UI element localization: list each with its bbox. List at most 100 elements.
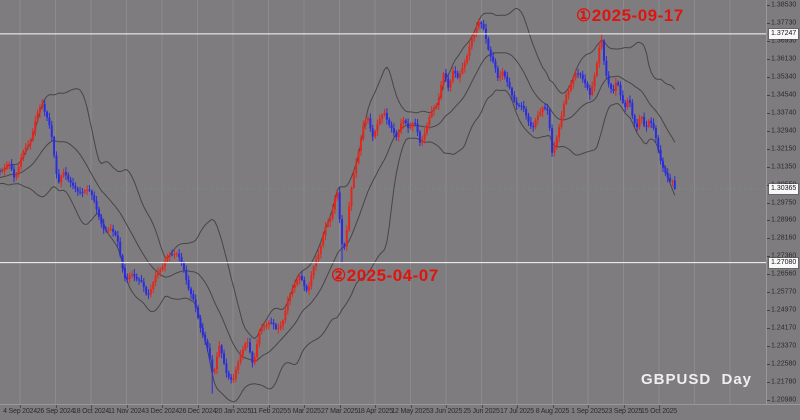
- candle: [496, 68, 499, 78]
- candle: [225, 363, 228, 373]
- candle: [643, 116, 646, 126]
- price-axis-label: 1.33740: [771, 109, 797, 117]
- candle: [17, 166, 20, 174]
- candle: [529, 121, 532, 126]
- candle: [546, 108, 549, 111]
- candle: [41, 103, 44, 107]
- candle: [50, 125, 53, 137]
- candle: [310, 275, 313, 287]
- candle: [518, 105, 521, 107]
- price-tick: [767, 274, 770, 276]
- date-axis-label: 3 Dec 2024: [145, 408, 179, 415]
- hline-price-tag-1: 1.37247: [769, 28, 799, 39]
- date-tick: [481, 405, 483, 408]
- candle: [461, 67, 464, 74]
- candle: [142, 281, 145, 288]
- date-axis-label: 26 Sep 2024: [36, 408, 75, 415]
- candle: [114, 231, 117, 236]
- candle: [60, 176, 63, 183]
- candle: [29, 140, 32, 145]
- candle: [376, 124, 379, 132]
- price-axis-label: 1.27360: [771, 252, 797, 260]
- price-axis[interactable]: 1.38530 1.37730 1.36930 1.36130 1.35340 1.345…: [766, 0, 800, 404]
- candle: [562, 103, 565, 117]
- candle: [466, 55, 469, 63]
- candle: [53, 136, 56, 156]
- candle: [194, 299, 197, 308]
- candle: [388, 119, 391, 125]
- price-tick: [767, 22, 770, 24]
- candle: [367, 118, 369, 121]
- candle: [392, 128, 395, 133]
- candle: [107, 229, 110, 231]
- candle: [249, 342, 251, 353]
- candle: [8, 163, 11, 165]
- candle: [178, 253, 181, 258]
- chart-plot-area[interactable]: ①2025-09-17 ②2025-04-07 GBPUSD Day: [0, 0, 766, 404]
- candle: [475, 26, 478, 33]
- candle: [477, 22, 480, 27]
- price-tick: [767, 148, 770, 150]
- candle: [86, 189, 89, 191]
- annotation-date-2[interactable]: ②2025-04-07: [331, 266, 439, 285]
- candle: [227, 372, 230, 378]
- candle: [27, 144, 30, 147]
- candle: [494, 61, 497, 69]
- candle: [317, 253, 320, 260]
- candle: [201, 327, 204, 336]
- candle: [253, 357, 256, 363]
- price-axis-label: 1.35340: [771, 73, 797, 81]
- candle: [626, 100, 629, 108]
- candle: [147, 293, 150, 295]
- price-tick: [767, 58, 770, 60]
- candle: [603, 40, 605, 61]
- candle: [513, 95, 516, 102]
- price-tick: [767, 76, 770, 78]
- candle: [456, 73, 459, 78]
- candle: [112, 228, 115, 232]
- candle: [312, 266, 315, 276]
- candle: [76, 188, 79, 192]
- candle: [234, 369, 237, 379]
- price-axis-label: 1.24170: [771, 324, 797, 332]
- date-tick: [375, 405, 376, 408]
- time-axis[interactable]: 4 Sep 2024 26 Sep 2024 18 Oct 2024 11 Nov 2…: [0, 404, 800, 420]
- price-axis-label: 1.28960: [771, 216, 797, 224]
- candle: [633, 115, 636, 124]
- candle: [263, 326, 266, 328]
- candle: [631, 102, 634, 116]
- price-tick: [767, 40, 770, 42]
- candle: [338, 192, 341, 220]
- price-tick: [767, 166, 770, 168]
- candle: [414, 122, 417, 124]
- chart-canvas[interactable]: [0, 0, 766, 404]
- candle: [74, 185, 77, 189]
- candle: [251, 352, 254, 363]
- price-axis-label: 1.21780: [771, 378, 797, 386]
- price-tick: [767, 238, 770, 240]
- candle: [152, 282, 155, 290]
- candle: [662, 160, 664, 168]
- candle: [437, 97, 440, 106]
- annotation-date-1[interactable]: ①2025-09-17: [576, 6, 684, 25]
- candle: [378, 118, 381, 125]
- candle: [527, 115, 530, 122]
- candle: [584, 79, 587, 84]
- candle: [503, 71, 506, 77]
- candle: [567, 90, 570, 95]
- price-axis-label: 1.32940: [771, 127, 797, 135]
- candle: [645, 125, 648, 127]
- candle: [43, 103, 46, 112]
- candle: [610, 84, 613, 89]
- candle: [192, 293, 195, 300]
- candle: [55, 155, 58, 174]
- candle: [565, 94, 568, 104]
- price-tick: [767, 399, 770, 401]
- candle: [362, 125, 365, 139]
- price-axis-label: 1.20980: [771, 396, 797, 404]
- date-axis-label: 27 Mar 2025: [320, 408, 359, 415]
- candle: [593, 75, 596, 87]
- candle: [93, 195, 96, 201]
- candle: [364, 120, 367, 126]
- bollinger-upper: [0, 7, 676, 339]
